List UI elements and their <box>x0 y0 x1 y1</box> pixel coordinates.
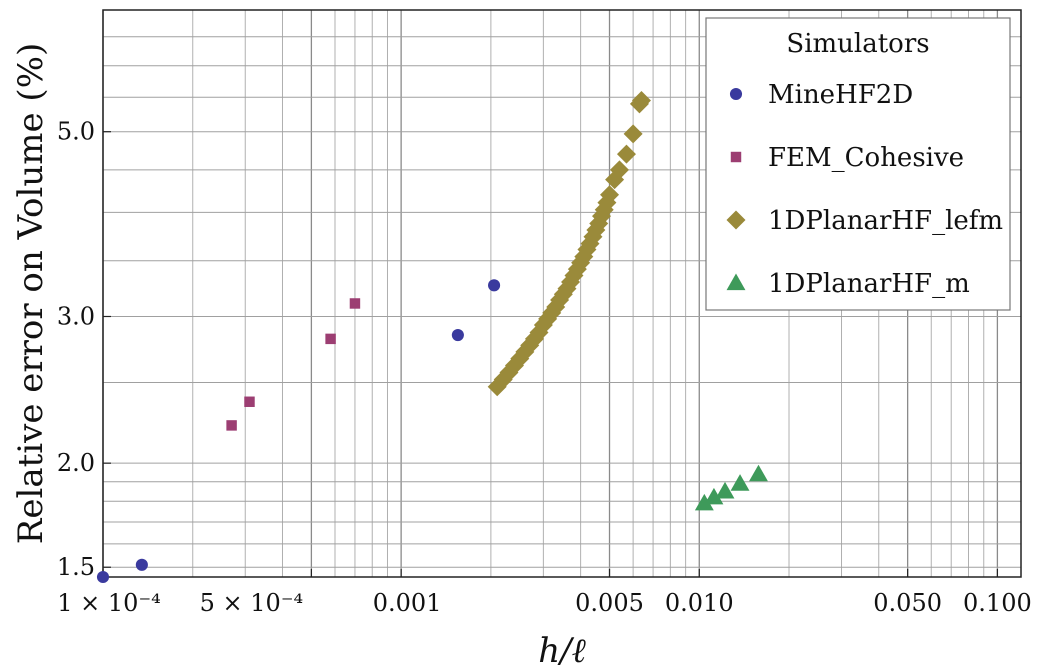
x-tick-label: 0.001 <box>373 589 442 617</box>
data-point <box>616 144 636 164</box>
x-tick-label: 0.050 <box>873 589 942 617</box>
data-point <box>244 396 255 407</box>
plot-frame <box>102 9 1022 578</box>
series-1dplanarhf-lefm <box>487 91 651 397</box>
data-marks <box>96 91 768 584</box>
data-point <box>749 464 768 482</box>
data-point <box>226 420 237 431</box>
y-tick-label: 3.0 <box>57 302 95 330</box>
legend-marker <box>730 151 742 163</box>
data-point <box>135 558 148 571</box>
legend-marker <box>729 87 743 101</box>
x-tick-label: 0.005 <box>575 589 644 617</box>
x-axis-label: h/ℓ <box>538 631 586 671</box>
legend-box <box>705 17 1011 311</box>
y-tick-label: 1.5 <box>57 553 95 581</box>
data-point <box>499 362 519 382</box>
data-point <box>631 91 651 111</box>
data-point <box>730 474 750 491</box>
x-tick-label: 1 × 10⁻⁴ <box>57 589 160 617</box>
data-point <box>623 124 643 144</box>
y-tick-label: 5.0 <box>57 118 95 146</box>
legend: Simulators MineHF2D FEM_Cohesive 1DPlanarHF… <box>705 17 1011 311</box>
legend-title: Simulators <box>786 29 929 59</box>
data-point <box>451 328 464 342</box>
series-fem-cohesive <box>226 298 361 431</box>
legend-label: FEM_Cohesive <box>768 143 964 173</box>
series-1dplanarhf-m <box>694 464 768 511</box>
data-point <box>96 570 110 584</box>
legend-label: MineHF2D <box>768 80 913 110</box>
data-point <box>704 487 724 505</box>
x-tick-label: 0.100 <box>963 589 1032 617</box>
tick-labels: 1 × 10⁻⁴ 5 × 10⁻⁴ 0.001 0.005 0.010 0.050 0.10… <box>57 118 1032 617</box>
data-point <box>609 160 629 180</box>
data-point <box>600 185 620 205</box>
data-point <box>574 247 594 267</box>
data-point <box>349 298 361 309</box>
y-axis-label: Relative error on Volume (%) <box>11 43 51 545</box>
y-tick-label: 2.0 <box>57 449 95 477</box>
data-point <box>488 279 501 292</box>
x-tick-label: 5 × 10⁻⁴ <box>200 589 303 617</box>
data-point <box>325 333 336 345</box>
legend-marker <box>726 273 746 291</box>
series-minehf2d <box>96 279 501 584</box>
data-point <box>694 493 714 511</box>
legend-marker <box>726 210 746 230</box>
legend-label: 1DPlanarHF_m <box>768 269 970 299</box>
x-tick-label: 0.010 <box>665 589 734 617</box>
legend-label: 1DPlanarHF_lefm <box>768 206 1003 236</box>
data-point <box>715 481 735 499</box>
